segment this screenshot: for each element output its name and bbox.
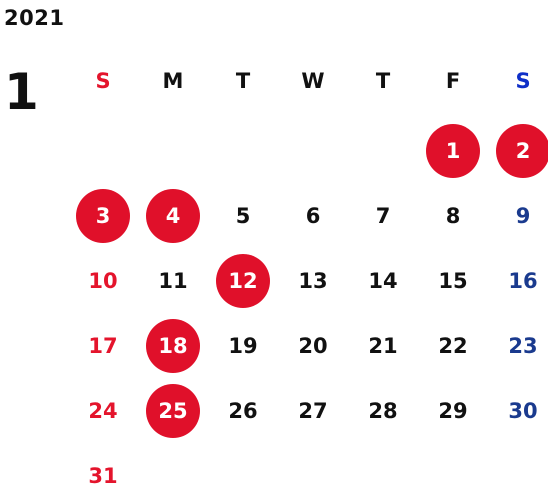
date-cell-22: 22 xyxy=(438,334,468,358)
holiday-date-3: 3 xyxy=(76,189,130,243)
date-cell-31: 31 xyxy=(88,464,118,488)
date-cell-28: 28 xyxy=(368,399,398,423)
date-cell-26: 26 xyxy=(228,399,258,423)
date-cell-11: 11 xyxy=(158,269,188,293)
holiday-date-25: 25 xyxy=(146,384,200,438)
date-cell-27: 27 xyxy=(298,399,328,423)
holiday-date-4: 4 xyxy=(146,189,200,243)
date-cell-17: 17 xyxy=(88,334,118,358)
holiday-date-2: 2 xyxy=(496,124,548,178)
holiday-date-12: 12 xyxy=(216,254,270,308)
date-cell-29: 29 xyxy=(438,399,468,423)
weekday-header-tue: T xyxy=(235,69,251,93)
date-cell-9: 9 xyxy=(515,204,531,228)
date-cell-19: 19 xyxy=(228,334,258,358)
date-cell-13: 13 xyxy=(298,269,328,293)
date-cell-24: 24 xyxy=(88,399,118,423)
date-cell-5: 5 xyxy=(235,204,251,228)
date-cell-14: 14 xyxy=(368,269,398,293)
holiday-date-1: 1 xyxy=(426,124,480,178)
weekday-header-fri: F xyxy=(445,69,461,93)
date-cell-21: 21 xyxy=(368,334,398,358)
weekday-header-wed: W xyxy=(301,69,325,93)
month-number: 1 xyxy=(4,63,39,121)
date-cell-6: 6 xyxy=(305,204,321,228)
date-cell-16: 16 xyxy=(508,269,538,293)
date-cell-23: 23 xyxy=(508,334,538,358)
date-cell-15: 15 xyxy=(438,269,468,293)
weekday-header-mon: M xyxy=(162,69,184,93)
holiday-date-18: 18 xyxy=(146,319,200,373)
date-cell-30: 30 xyxy=(508,399,538,423)
year-label: 2021 xyxy=(4,6,65,30)
weekday-header-sat: S xyxy=(515,69,531,93)
date-cell-10: 10 xyxy=(88,269,118,293)
date-cell-8: 8 xyxy=(445,204,461,228)
weekday-header-sun: S xyxy=(95,69,111,93)
weekday-header-thu: T xyxy=(375,69,391,93)
date-cell-20: 20 xyxy=(298,334,328,358)
date-cell-7: 7 xyxy=(375,204,391,228)
